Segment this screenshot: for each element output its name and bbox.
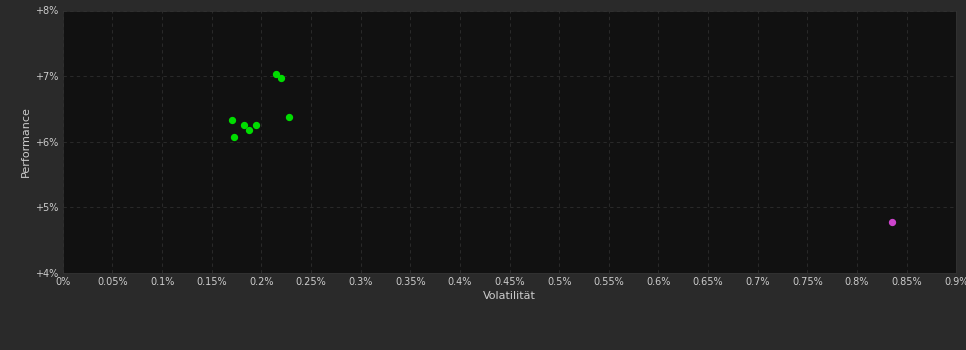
- Point: [248, 122, 264, 127]
- Point: [242, 127, 257, 133]
- Point: [281, 114, 297, 120]
- Point: [884, 219, 899, 225]
- Y-axis label: Performance: Performance: [21, 106, 31, 177]
- X-axis label: Volatilität: Volatilität: [483, 291, 536, 301]
- Point: [224, 117, 240, 123]
- Point: [226, 134, 242, 139]
- Point: [269, 71, 284, 77]
- Point: [273, 75, 289, 81]
- Point: [237, 122, 252, 128]
